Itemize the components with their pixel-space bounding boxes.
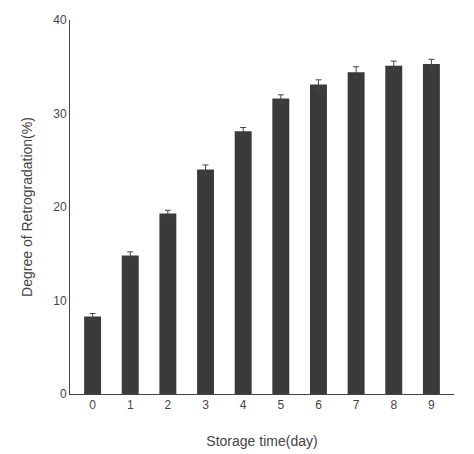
svg-text:Degree of Retrogradation(%): Degree of Retrogradation(%) bbox=[19, 117, 35, 297]
svg-text:3: 3 bbox=[202, 398, 209, 412]
svg-text:10: 10 bbox=[53, 294, 67, 308]
svg-text:Storage time(day): Storage time(day) bbox=[206, 433, 317, 449]
svg-text:5: 5 bbox=[277, 398, 284, 412]
svg-text:20: 20 bbox=[53, 200, 67, 214]
svg-text:2: 2 bbox=[165, 398, 172, 412]
svg-text:9: 9 bbox=[428, 398, 435, 412]
svg-text:4: 4 bbox=[240, 398, 247, 412]
svg-text:1: 1 bbox=[127, 398, 134, 412]
svg-text:6: 6 bbox=[315, 398, 322, 412]
svg-text:8: 8 bbox=[390, 398, 397, 412]
svg-text:7: 7 bbox=[353, 398, 360, 412]
svg-text:40: 40 bbox=[53, 13, 67, 27]
svg-text:0: 0 bbox=[89, 398, 96, 412]
svg-text:30: 30 bbox=[53, 107, 67, 121]
svg-text:0: 0 bbox=[60, 387, 67, 401]
